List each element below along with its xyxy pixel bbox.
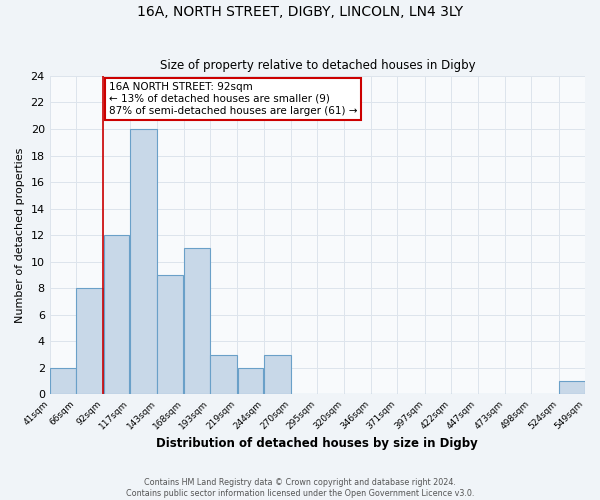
Bar <box>104 235 130 394</box>
Bar <box>50 368 76 394</box>
Title: Size of property relative to detached houses in Digby: Size of property relative to detached ho… <box>160 59 475 72</box>
Y-axis label: Number of detached properties: Number of detached properties <box>15 148 25 323</box>
Bar <box>130 129 157 394</box>
Bar <box>184 248 209 394</box>
Bar <box>238 368 263 394</box>
Bar <box>264 354 291 395</box>
X-axis label: Distribution of detached houses by size in Digby: Distribution of detached houses by size … <box>157 437 478 450</box>
Text: Contains HM Land Registry data © Crown copyright and database right 2024.
Contai: Contains HM Land Registry data © Crown c… <box>126 478 474 498</box>
Text: 16A, NORTH STREET, DIGBY, LINCOLN, LN4 3LY: 16A, NORTH STREET, DIGBY, LINCOLN, LN4 3… <box>137 5 463 19</box>
Text: 16A NORTH STREET: 92sqm
← 13% of detached houses are smaller (9)
87% of semi-det: 16A NORTH STREET: 92sqm ← 13% of detache… <box>109 82 357 116</box>
Bar <box>76 288 103 395</box>
Bar <box>157 275 183 394</box>
Bar <box>210 354 237 395</box>
Bar <box>559 381 585 394</box>
